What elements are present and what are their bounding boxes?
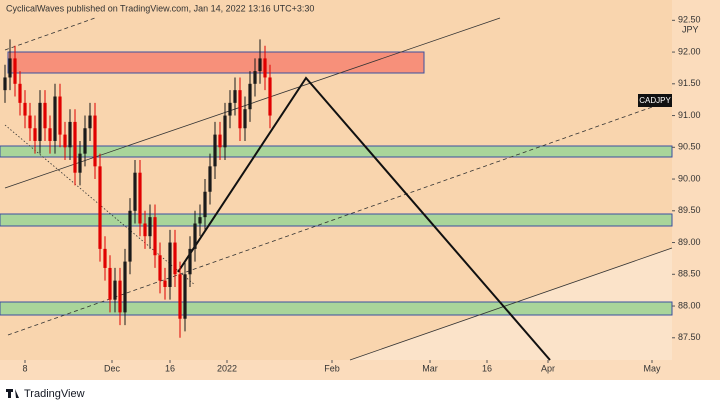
candle-body bbox=[143, 223, 147, 237]
y-tick-label: 87.50 bbox=[678, 332, 701, 342]
x-tick-label: Feb bbox=[324, 363, 340, 373]
candle-body bbox=[108, 267, 112, 300]
candle-body bbox=[48, 128, 52, 141]
candle-body bbox=[208, 166, 212, 192]
candle-body bbox=[103, 248, 107, 268]
candles bbox=[3, 39, 272, 338]
candle-body bbox=[68, 121, 72, 148]
candle-body bbox=[63, 134, 67, 148]
candle-body bbox=[33, 128, 37, 141]
candle-body bbox=[248, 83, 252, 110]
x-tick-label: Dec bbox=[104, 363, 121, 373]
candle-body bbox=[188, 248, 192, 275]
x-tick-label: Mar bbox=[422, 363, 438, 373]
y-tick-label: 89.50 bbox=[678, 205, 701, 215]
candle-body bbox=[58, 96, 62, 135]
candle-body bbox=[253, 71, 257, 84]
currency: JPY bbox=[682, 24, 699, 34]
y-tick-label: 90.00 bbox=[678, 173, 701, 183]
candle-body bbox=[173, 242, 177, 275]
y-tick-label: 92.50 bbox=[678, 15, 701, 25]
candle-body bbox=[198, 217, 202, 224]
candle-body bbox=[53, 96, 57, 141]
y-tick-label: 91.50 bbox=[678, 78, 701, 88]
candle-body bbox=[8, 58, 12, 78]
candle-body bbox=[18, 83, 22, 103]
candle-body bbox=[123, 261, 127, 313]
y-tick-label: 89.00 bbox=[678, 237, 701, 247]
candle-body bbox=[238, 90, 242, 129]
candle-body bbox=[138, 172, 142, 224]
header: CyclicalWaves published on TradingView.c… bbox=[6, 3, 314, 13]
x-tick-label: 16 bbox=[165, 363, 175, 373]
candle-body bbox=[98, 166, 102, 249]
candle-body bbox=[118, 280, 122, 313]
y-tick-label: 88.50 bbox=[678, 269, 701, 279]
footer: TradingView bbox=[24, 388, 85, 400]
x-tick-label: May bbox=[643, 363, 661, 373]
channel-line bbox=[7, 99, 673, 336]
candle-body bbox=[78, 153, 82, 173]
candle-body bbox=[28, 115, 32, 129]
symbol: CADJPY bbox=[639, 96, 671, 105]
channel-line bbox=[349, 247, 673, 361]
candle-body bbox=[233, 90, 237, 103]
axes: 87.50 88.00 88.50 89.00 89.50 90.00 90.50 91.00… bbox=[22, 15, 700, 374]
x-tick-label: 16 bbox=[482, 363, 492, 373]
channel-line bbox=[4, 17, 96, 51]
support-zone bbox=[0, 301, 673, 316]
candle-body bbox=[158, 255, 162, 281]
candle-body bbox=[43, 102, 47, 129]
candle-body bbox=[183, 274, 187, 319]
candle-body bbox=[263, 58, 267, 78]
price-axis bbox=[672, 0, 720, 380]
candle-body bbox=[163, 280, 167, 287]
trend-line bbox=[4, 124, 196, 286]
time-axis bbox=[0, 360, 672, 380]
candle-body bbox=[23, 102, 27, 116]
candle-body bbox=[223, 115, 227, 148]
candle-body bbox=[148, 217, 152, 237]
logo bbox=[6, 389, 19, 398]
footer-bar bbox=[0, 380, 720, 405]
candle-body bbox=[113, 280, 117, 300]
candle-body bbox=[133, 172, 137, 211]
candle-body bbox=[168, 242, 172, 287]
candle-body bbox=[38, 102, 42, 141]
candle-body bbox=[83, 128, 87, 154]
candle-body bbox=[258, 58, 262, 72]
x-tick-label: 2022 bbox=[217, 363, 237, 373]
y-tick-label: 92.00 bbox=[678, 46, 701, 56]
resistance-zone bbox=[7, 51, 425, 74]
y-tick-label: 88.00 bbox=[678, 300, 701, 310]
symbol-tag bbox=[638, 94, 672, 107]
x-tick-label: 8 bbox=[22, 363, 27, 373]
candle-body bbox=[268, 77, 272, 116]
x-tick-label: Apr bbox=[541, 363, 555, 373]
y-tick-label: 90.50 bbox=[678, 142, 701, 152]
candle-body bbox=[128, 210, 132, 262]
candle-body bbox=[153, 217, 157, 256]
candle-body bbox=[218, 134, 222, 148]
channel-line bbox=[4, 17, 501, 189]
candle-body bbox=[93, 115, 97, 167]
candle-body bbox=[13, 58, 17, 84]
candle-body bbox=[243, 109, 247, 129]
projection-path bbox=[177, 76, 551, 361]
candle-body bbox=[213, 134, 217, 167]
candle-body bbox=[193, 223, 197, 249]
support-zone bbox=[0, 213, 673, 227]
candle-body bbox=[203, 191, 207, 218]
y-tick-label: 91.00 bbox=[678, 110, 701, 120]
candle-body bbox=[228, 102, 232, 116]
candle-body bbox=[178, 274, 182, 319]
candle-body bbox=[3, 77, 7, 91]
support-zone bbox=[0, 145, 673, 158]
candle-body bbox=[73, 121, 77, 173]
candle-body bbox=[88, 115, 92, 129]
